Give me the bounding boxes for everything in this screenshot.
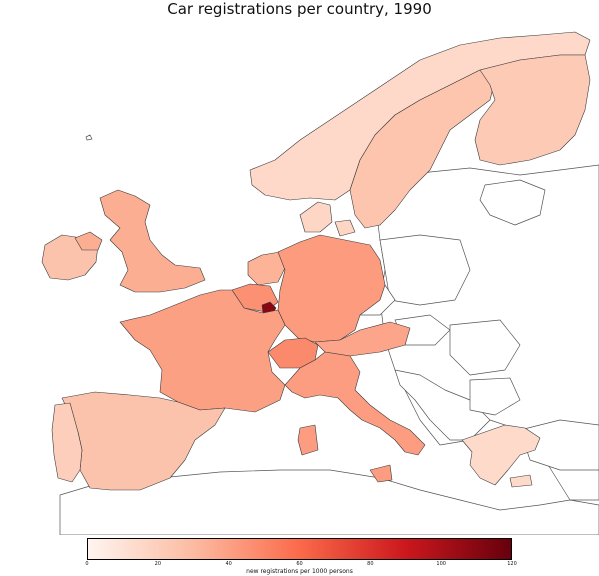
colorbar-tick: 60: [296, 561, 303, 567]
faroe-outline: [85, 134, 93, 141]
country-denmark: [299, 201, 356, 237]
country-france: [119, 289, 286, 413]
europe-choropleth-map: [41, 31, 599, 535]
country-finland: [474, 54, 591, 166]
country-sweden: [349, 69, 496, 229]
country-united-kingdom: [74, 189, 206, 293]
bulgaria-outline: [469, 377, 521, 416]
colorbar-label: new registrations per 1000 persons: [246, 568, 353, 575]
colorbar: [87, 538, 512, 560]
country-portugal: [51, 402, 83, 483]
country-switzerland: [267, 337, 319, 369]
poland-outline: [379, 234, 471, 306]
colorbar-tick: 20: [154, 561, 162, 567]
colorbar-tick: 120: [507, 561, 517, 567]
colorbar-tick: 40: [225, 561, 232, 567]
data-countries: [41, 31, 591, 491]
country-greece: [461, 424, 541, 488]
turkey-outline: [519, 419, 599, 471]
north-africa-outline: [59, 469, 599, 535]
country-netherlands: [247, 251, 286, 286]
romania-outline: [449, 319, 521, 376]
map-title: Car registrations per country, 1990: [167, 0, 432, 18]
colorbar-tick: 80: [367, 561, 374, 567]
colorbar-tick: 0: [85, 561, 89, 567]
colorbar-tick: 100: [436, 561, 446, 567]
country-italy: [284, 351, 426, 483]
country-germany: [277, 234, 386, 343]
colorbar-ticks: 0 20 40 60 80 100 120: [85, 560, 516, 570]
baltics-outline: [479, 179, 546, 226]
colorbar-gradient: [88, 539, 511, 559]
